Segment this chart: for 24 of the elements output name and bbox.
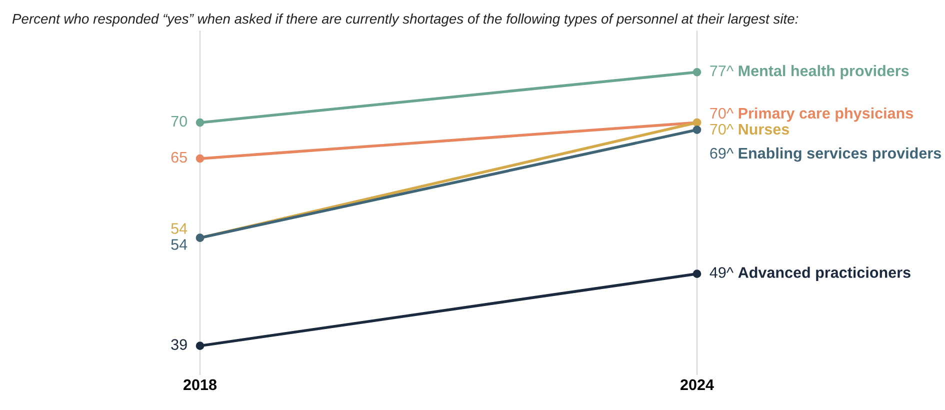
- text: Mental health providers: [738, 65, 909, 80]
- data-label: 70^: [710, 124, 734, 135]
- point: [196, 342, 204, 350]
- data-label: 49^: [710, 267, 734, 278]
- data-label: 69^: [710, 148, 734, 159]
- point: [692, 68, 702, 76]
- data-label: 39: [171, 339, 187, 350]
- data-label: 70^: [710, 108, 734, 119]
- data-label: 70: [171, 116, 187, 127]
- point: [692, 126, 702, 134]
- point: [196, 154, 204, 163]
- x-tick-label: 2024: [680, 379, 714, 390]
- point: [692, 270, 702, 278]
- point: [196, 118, 204, 127]
- chart-title: Percent who responded “yes” when asked if there are currently shortages of the following types of personnel at their largest site:: [12, 14, 798, 26]
- text: Enabling services providers: [738, 147, 941, 162]
- text: Advanced practicioners: [738, 266, 910, 281]
- x-tick-label: 2018: [184, 379, 217, 390]
- data-label: 65: [171, 152, 187, 163]
- text: Primary care physicians: [738, 107, 913, 122]
- data-label: 54: [171, 223, 188, 234]
- data-label: 77^: [710, 66, 734, 76]
- text: Nurses: [738, 124, 790, 135]
- data-label: 54: [171, 239, 188, 250]
